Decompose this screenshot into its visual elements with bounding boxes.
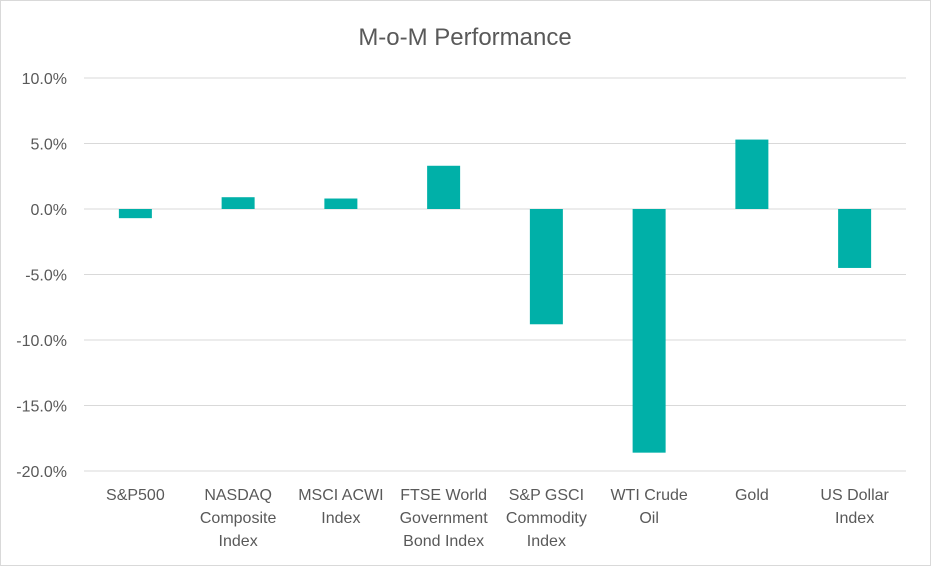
x-category-label: NASDAQ Composite Index — [200, 487, 277, 550]
x-category-label: S&P GSCI Commodity Index — [506, 487, 587, 550]
x-category-label: Gold — [735, 487, 769, 504]
x-category-label: WTI Crude Oil — [610, 487, 687, 527]
bar — [221, 197, 255, 209]
bar — [529, 209, 563, 325]
y-tick-label: -15.0% — [16, 399, 67, 416]
chart-title: M-o-M Performance — [358, 24, 571, 51]
y-tick-label: 0.0% — [31, 202, 67, 219]
x-category-label: S&P500 — [106, 487, 165, 504]
bar — [324, 198, 358, 209]
x-category-label: US Dollar Index — [820, 487, 889, 527]
x-category-label: MSCI ACWI Index — [298, 487, 383, 527]
bar — [118, 209, 152, 219]
x-category-label: FTSE World Government Bond Index — [400, 487, 489, 550]
y-tick-label: 5.0% — [31, 137, 67, 154]
y-tick-label: -5.0% — [25, 268, 67, 285]
bar — [838, 209, 872, 268]
y-tick-label: 10.0% — [22, 71, 67, 88]
bar — [427, 165, 461, 209]
bar — [632, 209, 666, 453]
bar — [735, 139, 769, 209]
y-tick-label: -10.0% — [16, 333, 67, 350]
y-tick-label: -20.0% — [16, 464, 67, 481]
